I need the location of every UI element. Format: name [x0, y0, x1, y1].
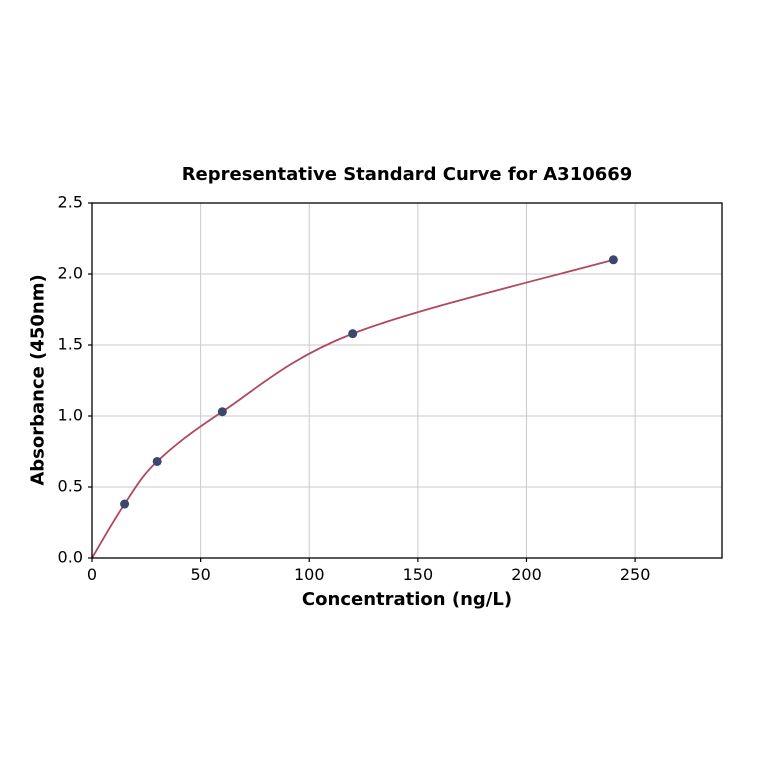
x-tick-label: 50 [190, 565, 210, 584]
data-point [152, 456, 162, 466]
x-axis-label: Concentration (ng/L) [301, 589, 513, 610]
data-point [120, 499, 130, 509]
data-point [348, 329, 358, 339]
x-tick-label: 200 [511, 565, 542, 584]
plot-border [91, 202, 723, 559]
fit-curve [91, 258, 614, 559]
x-tick-label: 0 [87, 565, 97, 584]
chart-title: Representative Standard Curve for A31066… [181, 164, 633, 185]
y-tick-label: 1.0 [58, 406, 83, 425]
x-tick-label: 150 [403, 565, 434, 584]
y-tick-label: 2.0 [58, 264, 83, 283]
x-tick-label: 100 [294, 565, 325, 584]
x-tick-label: 250 [620, 565, 651, 584]
y-tick-label: 2.5 [58, 193, 83, 212]
data-point [608, 255, 618, 265]
y-tick-label: 1.5 [58, 335, 83, 354]
y-tick-label: 0.5 [58, 477, 83, 496]
data-point [217, 407, 227, 417]
y-tick-label: 0.0 [58, 548, 83, 567]
